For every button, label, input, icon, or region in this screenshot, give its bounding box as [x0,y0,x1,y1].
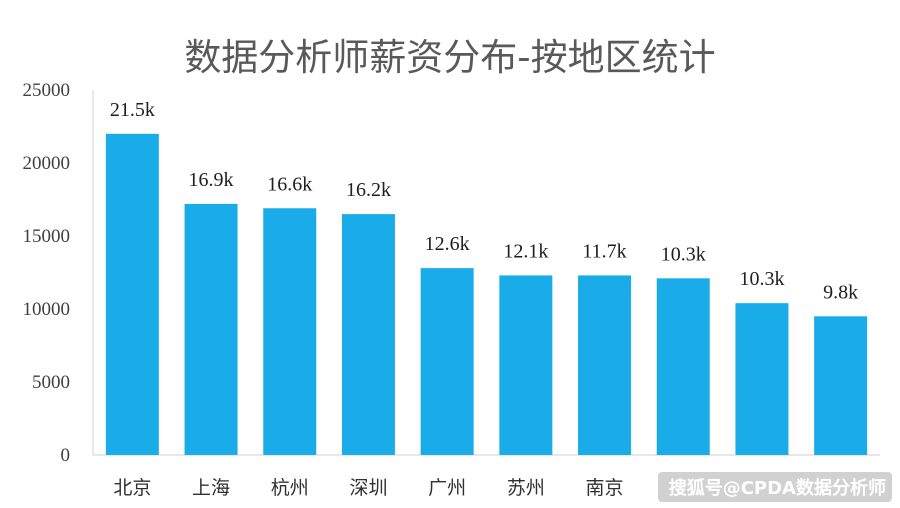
x-tick-label: 南京 [586,477,624,499]
bar [735,303,789,455]
data-label: 12.6k [425,233,470,255]
watermark: 搜狐号@CPDA数据分析师 [658,472,892,502]
x-tick-label: 杭州 [271,477,309,499]
y-tick-label: 25000 [23,80,71,101]
y-tick-label: 0 [61,445,71,466]
bar [420,268,474,455]
chart-title: 数据分析师薪资分布-按地区统计 [184,36,715,79]
bars [105,133,868,456]
bar [499,275,553,455]
bar [341,214,395,455]
y-tick-labels: 0 5000 10000 15000 20000 25000 [23,80,71,466]
x-tick-label: 北京 [113,477,151,499]
data-label: 10.3k [739,268,784,290]
data-label: 11.7k [582,240,626,262]
bar [105,133,159,456]
data-labels: 21.5k 16.9k 16.6k 16.2k 12.6k 12.1k 11.7k 10.3k… [110,99,858,303]
bar [263,208,317,455]
x-tick-label: 苏州 [507,477,545,499]
y-tick-label: 15000 [23,226,71,247]
data-label: 16.9k [189,169,234,191]
x-tick-labels: 北京 上海 杭州 深圳 广州 苏州 南京 [113,477,623,499]
data-label: 10.3k [661,243,706,265]
data-label: 16.2k [346,179,391,201]
data-label: 21.5k [110,99,155,121]
y-tick-label: 5000 [32,372,70,393]
bar [814,316,868,455]
watermark-text: 搜狐号@CPDA数据分析师 [669,477,886,499]
bar [578,275,632,455]
x-tick-label: 深圳 [349,477,387,499]
y-tick-label: 20000 [23,153,71,174]
data-label: 9.8k [823,281,858,303]
bar [184,203,238,455]
bar [656,278,710,455]
data-label: 12.1k [503,240,548,262]
x-tick-label: 广州 [428,477,466,499]
data-label: 16.6k [267,173,312,195]
watermark-backdrop [658,472,892,502]
x-tick-label: 上海 [192,477,230,499]
y-tick-label: 10000 [23,299,71,320]
